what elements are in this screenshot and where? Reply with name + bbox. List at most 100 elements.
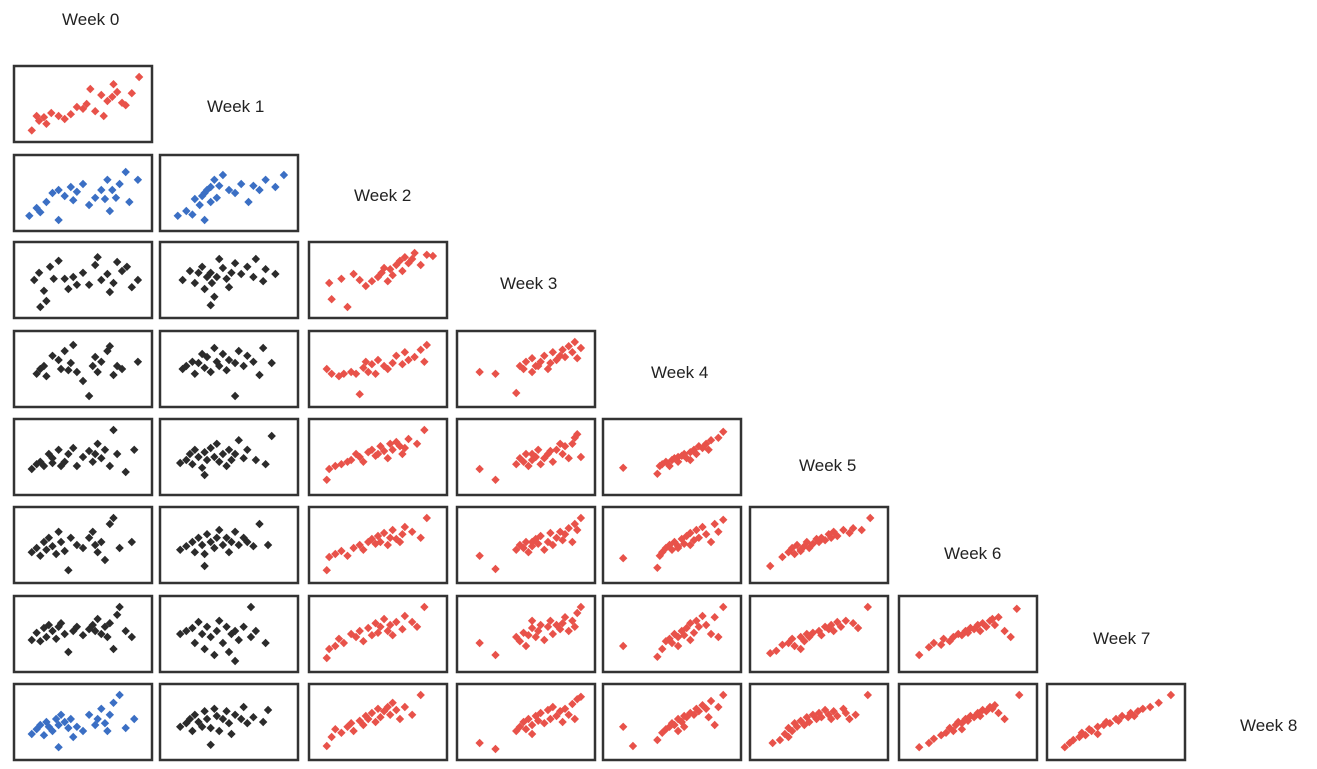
data-point	[519, 364, 528, 374]
data-point	[364, 367, 373, 377]
data-point	[54, 355, 63, 365]
data-point	[555, 707, 565, 716]
data-point	[491, 475, 500, 484]
data-point	[343, 302, 352, 312]
data-point	[670, 720, 679, 730]
data-point	[655, 551, 664, 560]
scatter-panel-week6-vs-week4	[601, 505, 743, 585]
data-point	[1012, 604, 1021, 613]
data-point	[194, 617, 203, 627]
data-point	[72, 540, 82, 550]
data-point	[573, 525, 582, 535]
data-point	[355, 452, 364, 462]
data-point	[108, 185, 117, 195]
data-point	[383, 364, 392, 374]
data-point	[376, 622, 385, 631]
data-point	[540, 454, 549, 463]
data-point	[719, 515, 728, 524]
data-point	[706, 436, 716, 445]
data-point	[719, 602, 728, 612]
data-point	[772, 646, 781, 655]
data-point	[969, 713, 979, 722]
data-point	[60, 717, 69, 727]
data-point	[105, 287, 115, 297]
data-point	[808, 628, 818, 637]
data-point	[576, 452, 586, 462]
data-point	[857, 525, 866, 535]
data-point	[661, 725, 671, 734]
data-point	[78, 104, 88, 113]
data-point	[546, 358, 555, 368]
data-point	[190, 710, 200, 719]
data-point	[222, 533, 231, 542]
data-point	[524, 461, 533, 471]
data-point	[109, 278, 118, 288]
data-point	[573, 608, 582, 618]
data-point	[54, 256, 63, 265]
data-point	[546, 714, 555, 724]
data-point	[197, 463, 207, 472]
data-point	[27, 548, 36, 557]
data-point	[200, 284, 209, 294]
data-point	[560, 530, 570, 539]
data-point	[546, 446, 555, 456]
data-point	[249, 713, 258, 722]
data-point	[982, 622, 991, 631]
data-point	[388, 271, 397, 280]
data-point	[69, 732, 78, 742]
data-point	[1000, 626, 1009, 636]
data-point	[515, 637, 525, 646]
data-point	[536, 620, 545, 630]
data-point	[93, 367, 102, 377]
data-point	[805, 717, 814, 727]
scatter-panel-week7-vs-week6	[897, 594, 1039, 674]
data-point	[796, 546, 805, 556]
scatter-panel-week7-vs-week4	[601, 594, 743, 674]
data-point	[475, 464, 484, 474]
data-point	[202, 530, 212, 539]
data-point	[558, 345, 567, 354]
data-point	[802, 713, 811, 722]
data-point	[263, 705, 273, 715]
data-point	[69, 272, 78, 282]
data-point	[686, 619, 695, 628]
data-point	[176, 545, 185, 554]
data-point	[108, 92, 117, 101]
data-point	[524, 631, 533, 640]
data-point	[941, 728, 951, 737]
data-point	[88, 457, 97, 466]
data-point	[701, 704, 711, 713]
data-point	[103, 726, 112, 736]
data-point	[420, 357, 429, 366]
scatter-panel-week1-vs-week0	[12, 64, 154, 144]
data-point	[536, 708, 545, 718]
data-point	[66, 110, 75, 119]
data-point	[560, 704, 570, 713]
data-point	[271, 269, 280, 279]
data-point	[182, 542, 191, 551]
data-point	[105, 619, 115, 628]
scatter-panel-week8-vs-week1	[158, 682, 300, 762]
data-point	[197, 262, 207, 271]
data-point	[710, 613, 719, 622]
data-point	[534, 716, 543, 725]
data-point	[127, 89, 136, 98]
data-point	[386, 439, 395, 448]
data-point	[1138, 704, 1148, 713]
scatter-panel-week8-vs-week5	[748, 682, 890, 762]
data-point	[27, 729, 36, 739]
data-point	[398, 449, 407, 459]
data-point	[527, 367, 537, 377]
data-point	[985, 616, 995, 625]
data-point	[410, 248, 419, 258]
data-point	[701, 620, 711, 630]
scatter-panel-week4-vs-week2	[307, 329, 449, 409]
data-point	[552, 445, 561, 454]
data-point	[322, 653, 331, 663]
data-point	[573, 430, 582, 439]
data-point	[766, 649, 775, 658]
data-point	[665, 634, 674, 643]
data-point	[115, 602, 124, 612]
data-point	[115, 179, 124, 189]
data-point	[115, 690, 124, 700]
